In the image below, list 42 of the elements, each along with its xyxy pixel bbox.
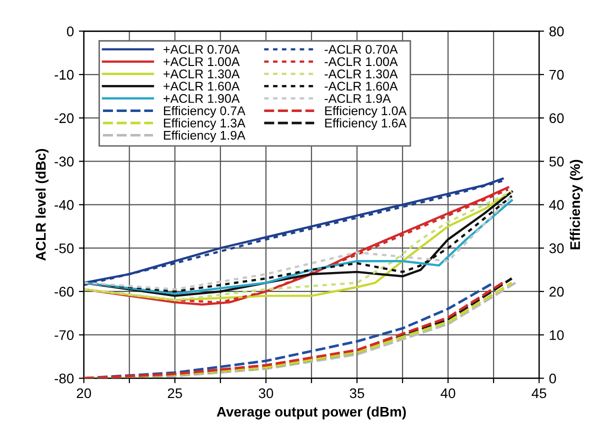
legend-label: -ACLR 1.9A — [324, 94, 391, 103]
y2-tick-label: 20 — [550, 286, 564, 297]
x-tick-label: 45 — [532, 388, 546, 398]
legend-label: +ACLR 1.60A — [164, 82, 240, 91]
y-tick-label: -20 — [54, 113, 74, 124]
y-tick-label: -70 — [54, 330, 74, 340]
y2-axis-title: Efficiency (%) — [570, 160, 583, 250]
x-tick-label: 30 — [258, 388, 274, 398]
y2-tick-label: 80 — [549, 26, 564, 36]
legend-label: Efficiency 1.3A — [164, 118, 246, 130]
x-tick-label: 40 — [440, 388, 456, 398]
legend-label: Efficiency 0.7A — [164, 106, 246, 118]
legend-label: -ACLR 1.60A — [324, 82, 398, 91]
y-tick-label: -50 — [54, 243, 74, 254]
y2-tick-label: 50 — [549, 156, 564, 166]
y2-tick-label: 30 — [549, 243, 564, 254]
y-tick-label: -80 — [54, 374, 74, 384]
legend-label: Efficiency 1.6A — [325, 118, 407, 130]
legend-label: Efficiency 1.9A — [164, 130, 246, 142]
y-tick-label: -30 — [54, 156, 74, 166]
x-axis-title: Average output power (dBm) — [216, 406, 406, 420]
y2-tick-label: 0 — [549, 374, 556, 384]
legend-label: Efficiency 1.0A — [325, 106, 407, 118]
y2-tick-label: 10 — [550, 330, 564, 340]
y2-tick-label: 70 — [550, 70, 564, 80]
y2-tick-label: 60 — [550, 113, 564, 124]
legend-label: +ACLR 1.90A — [164, 94, 240, 103]
legend-label: +ACLR 0.70A — [164, 44, 240, 54]
x-tick-label: 20 — [76, 388, 92, 398]
y-axis-title: ACLR level (dBc) — [36, 149, 49, 261]
legend-label: +ACLR 1.30A — [164, 70, 240, 78]
y-tick-label: -60 — [54, 286, 74, 297]
y-tick-label: 0 — [66, 26, 74, 36]
y2-tick-label: 40 — [549, 200, 564, 210]
x-tick-label: 35 — [350, 388, 364, 398]
y-tick-label: -10 — [54, 70, 74, 80]
legend-label: -ACLR 1.00A — [324, 57, 398, 66]
legend-label: +ACLR 1.00A — [164, 57, 240, 66]
x-tick-label: 25 — [168, 388, 182, 398]
y-tick-label: -40 — [54, 200, 74, 210]
legend-label: -ACLR 1.30A — [324, 70, 398, 78]
legend-label: -ACLR 0.70A — [324, 44, 398, 54]
